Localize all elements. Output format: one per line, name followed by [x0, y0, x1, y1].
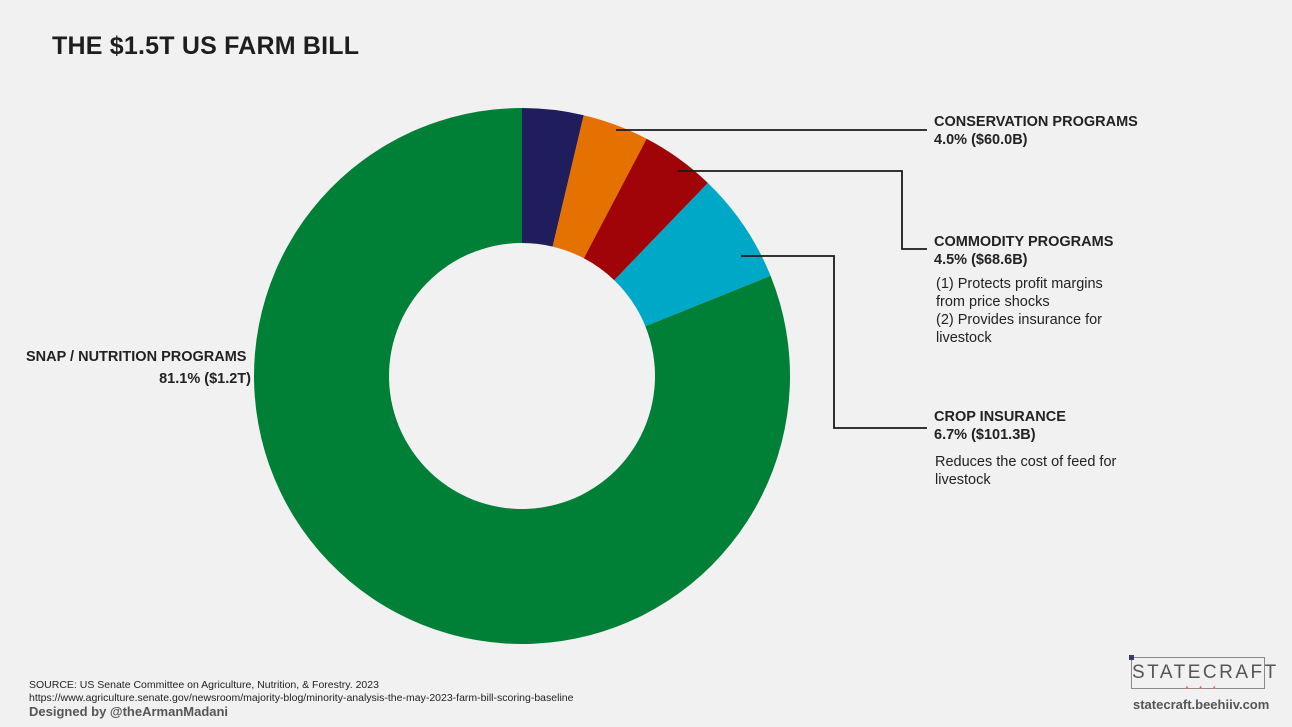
donut-slice-commodity-programs — [583, 138, 708, 281]
label-commodity-value: 4.5% ($68.6B) — [934, 252, 1028, 268]
label-conservation: CONSERVATION PROGRAMS 4.0% ($60.0B) — [934, 113, 1138, 149]
label-snap-name: SNAP / NUTRITION PROGRAMS — [26, 349, 247, 365]
label-snap-value: 81.1% ($1.2T) — [159, 371, 251, 387]
label-commodity: COMMODITY PROGRAMS 4.5% ($68.6B) — [934, 233, 1113, 269]
donut-slice-crop-insurance — [614, 182, 771, 327]
source-line: SOURCE: US Senate Committee on Agricultu… — [29, 679, 379, 691]
crop-notes: Reduces the cost of feed for livestock — [935, 453, 1116, 489]
statecraft-logo: STATECRAFT ▲ ▲ ▲ — [1129, 655, 1276, 691]
label-commodity-name: COMMODITY PROGRAMS — [934, 234, 1114, 250]
source-url: https://www.agriculture.senate.gov/newsr… — [29, 691, 574, 704]
source-note: SOURCE: US Senate Committee on Agricultu… — [29, 679, 573, 704]
logo-text: STATECRAFT — [1132, 662, 1279, 683]
commodity-notes: (1) Protects profit margins from price s… — [936, 275, 1103, 347]
label-crop-insurance: CROP INSURANCE 6.7% ($101.3B) — [934, 408, 1066, 444]
crop-note-line: Reduces the cost of feed for — [935, 454, 1117, 470]
label-conservation-value: 4.0% ($60.0B) — [934, 132, 1028, 148]
crop-note-line: livestock — [935, 472, 991, 488]
donut-slice-snap-nutrition-programs — [254, 108, 791, 644]
donut-slice-unlabeled-0 — [522, 108, 584, 247]
label-snap: SNAP / NUTRITION PROGRAMS 81.1% ($1.2T) — [26, 346, 251, 390]
logo-triangles-icon: ▲ ▲ ▲ — [1184, 685, 1221, 691]
leader-line-crop — [741, 255, 927, 429]
leader-line-commodity — [678, 170, 927, 250]
logo-dot-icon — [1129, 655, 1134, 660]
label-crop-name: CROP INSURANCE — [934, 409, 1066, 425]
commodity-note-line: from price shocks — [936, 294, 1050, 310]
designer-credit: Designed by @theArmanMadani — [29, 704, 229, 719]
donut-slice-conservation-programs — [552, 115, 647, 259]
commodity-note-line: (1) Protects profit margins — [936, 276, 1103, 292]
site-url: statecraft.beehiiv.com — [1133, 697, 1270, 712]
chart-title: THE $1.5T US FARM BILL — [52, 32, 360, 60]
commodity-note-line: livestock — [936, 330, 992, 346]
label-conservation-name: CONSERVATION PROGRAMS — [934, 114, 1138, 130]
commodity-note-line: (2) Provides insurance for — [936, 312, 1103, 328]
label-crop-value: 6.7% ($101.3B) — [934, 427, 1036, 443]
